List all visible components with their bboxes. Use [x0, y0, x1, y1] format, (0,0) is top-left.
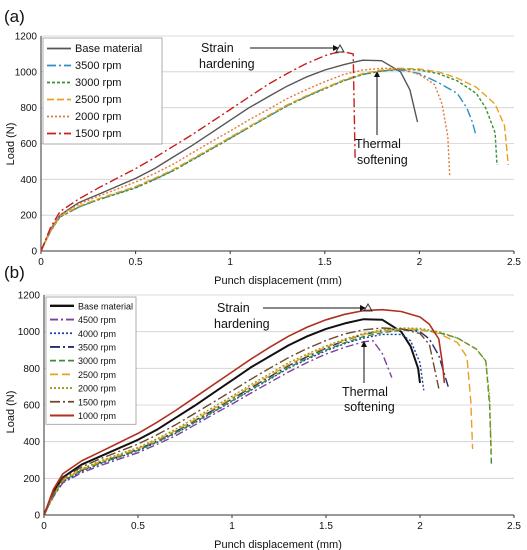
x-tick-label-a-0: 0: [38, 257, 44, 268]
panel-a: (a) Load (N) Punch displacement (mm) 020…: [4, 7, 521, 287]
y-tick-label-b-1000: 1000: [18, 327, 41, 338]
y-tick-label-a-0: 0: [31, 247, 37, 258]
legend-label-b-3: 4000 rpm: [78, 329, 116, 339]
y-tick-label-a-1200: 1200: [15, 32, 38, 43]
series-line-b-1: [43, 318, 421, 516]
series-line-b-7: [43, 327, 493, 516]
legend-label-b-7: 2000 rpm: [78, 384, 116, 394]
strain-marker-a: [335, 43, 345, 53]
thermal-label-line1-b: Thermal: [342, 385, 388, 399]
y-tick-label-b-400: 400: [23, 437, 40, 448]
x-tick-label-a-1.5: 1.5: [318, 257, 332, 268]
series-line-b-4: [43, 328, 449, 516]
legend-label-b-4: 3500 rpm: [78, 342, 116, 352]
y-axis-title-b: Load (N): [5, 391, 17, 434]
legend-label-a-6: 1500 rpm: [75, 128, 121, 140]
x-tick-label-a-2: 2: [417, 257, 423, 268]
x-tick-label-a-0.5: 0.5: [129, 257, 143, 268]
y-tick-label-b-0: 0: [34, 511, 40, 522]
x-tick-label-b-2.5: 2.5: [507, 521, 521, 532]
series-lines-b: [43, 308, 493, 516]
legend-label-b-5: 3000 rpm: [78, 356, 116, 366]
x-tick-label-b-0: 0: [41, 521, 47, 532]
strain-label-line2-a: hardening: [199, 57, 255, 71]
annotation-thermal-softening-b: Thermal softening: [342, 341, 395, 414]
y-tick-label-b-200: 200: [23, 474, 40, 485]
legend-label-b-6: 2500 rpm: [78, 370, 116, 380]
legend-label-b-8: 1500 rpm: [78, 397, 116, 407]
y-tick-label-a-200: 200: [20, 211, 37, 222]
panel-label-a: (a): [4, 7, 25, 26]
strain-label-line1-b: Strain: [217, 301, 250, 315]
y-tick-label-b-1200: 1200: [18, 291, 41, 302]
series-line-a-3: [40, 68, 498, 252]
series-line-a-6: [40, 51, 356, 252]
legend-label-b-2: 4500 rpm: [78, 315, 116, 325]
series-line-b-2: [43, 340, 393, 516]
annotation-thermal-softening-a: Thermal softening: [355, 71, 408, 167]
y-tick-label-a-800: 800: [20, 103, 37, 114]
annotation-strain-hardening-a: Strain hardening: [199, 41, 345, 71]
x-axis-title-a: Punch displacement (mm): [214, 275, 342, 287]
panel-b: (b) Load (N) Punch displacement (mm) 020…: [4, 263, 521, 550]
legend-label-b-9: 1000 rpm: [78, 411, 116, 421]
thermal-arrowhead-b: [361, 341, 367, 347]
thermal-label-line2-a: softening: [357, 153, 408, 167]
y-tick-label-b-600: 600: [23, 401, 40, 412]
tick-labels-a: 0 200 400 600 800 1000 1200 0 0.5 1 1.5 2 2.5: [15, 32, 522, 269]
y-tick-label-b-800: 800: [23, 364, 40, 375]
x-tick-label-b-1: 1: [229, 521, 235, 532]
x-tick-label-b-1.5: 1.5: [319, 521, 333, 532]
x-tick-label-a-1: 1: [227, 257, 233, 268]
legend-label-b-1: Base material: [78, 301, 133, 311]
legend-label-a-4: 2500 rpm: [75, 94, 121, 106]
legend-label-a-3: 3000 rpm: [75, 77, 121, 89]
y-tick-label-a-1000: 1000: [15, 67, 38, 78]
legend-box-a: [42, 37, 163, 145]
y-tick-label-a-600: 600: [20, 139, 37, 150]
y-tick-label-a-400: 400: [20, 175, 37, 186]
legend-a: Base material 3500 rpm 3000 rpm 2500 rpm 200…: [42, 37, 163, 145]
x-tick-label-b-2: 2: [417, 521, 423, 532]
panel-label-b: (b): [4, 263, 25, 282]
series-line-b-9: [43, 308, 446, 516]
series-line-b-6: [43, 328, 474, 516]
legend-label-a-2: 3500 rpm: [75, 60, 121, 72]
legend-label-a-1: Base material: [75, 43, 142, 55]
strain-arrowhead-b: [360, 305, 366, 311]
annotation-strain-hardening-b: Strain hardening: [214, 301, 373, 331]
strain-label-line2-b: hardening: [214, 317, 270, 331]
thermal-label-line1-a: Thermal: [355, 137, 401, 151]
x-tick-label-a-2.5: 2.5: [507, 257, 521, 268]
legend-b: Base material 4500 rpm 4000 rpm 3500 rpm 300…: [45, 296, 137, 425]
series-line-a-1: [40, 59, 419, 252]
strain-label-line1-a: Strain: [201, 41, 234, 55]
thermal-arrowhead-a: [374, 71, 380, 77]
x-axis-title-b: Punch displacement (mm): [214, 539, 342, 550]
series-lines-a: [40, 51, 509, 252]
thermal-label-line2-b: softening: [344, 400, 395, 414]
series-line-a-4: [40, 67, 509, 252]
strain-marker-b: [363, 302, 373, 312]
x-tick-label-b-0.5: 0.5: [131, 521, 145, 532]
y-axis-title-a: Load (N): [5, 123, 17, 166]
tick-labels-b: 0 200 400 600 800 1000 1200 0 0.5 1 1.5 2 2.5: [18, 291, 522, 533]
strain-arrowhead-a: [333, 45, 339, 51]
series-line-b-8: [43, 327, 440, 516]
legend-label-a-5: 2000 rpm: [75, 111, 121, 123]
